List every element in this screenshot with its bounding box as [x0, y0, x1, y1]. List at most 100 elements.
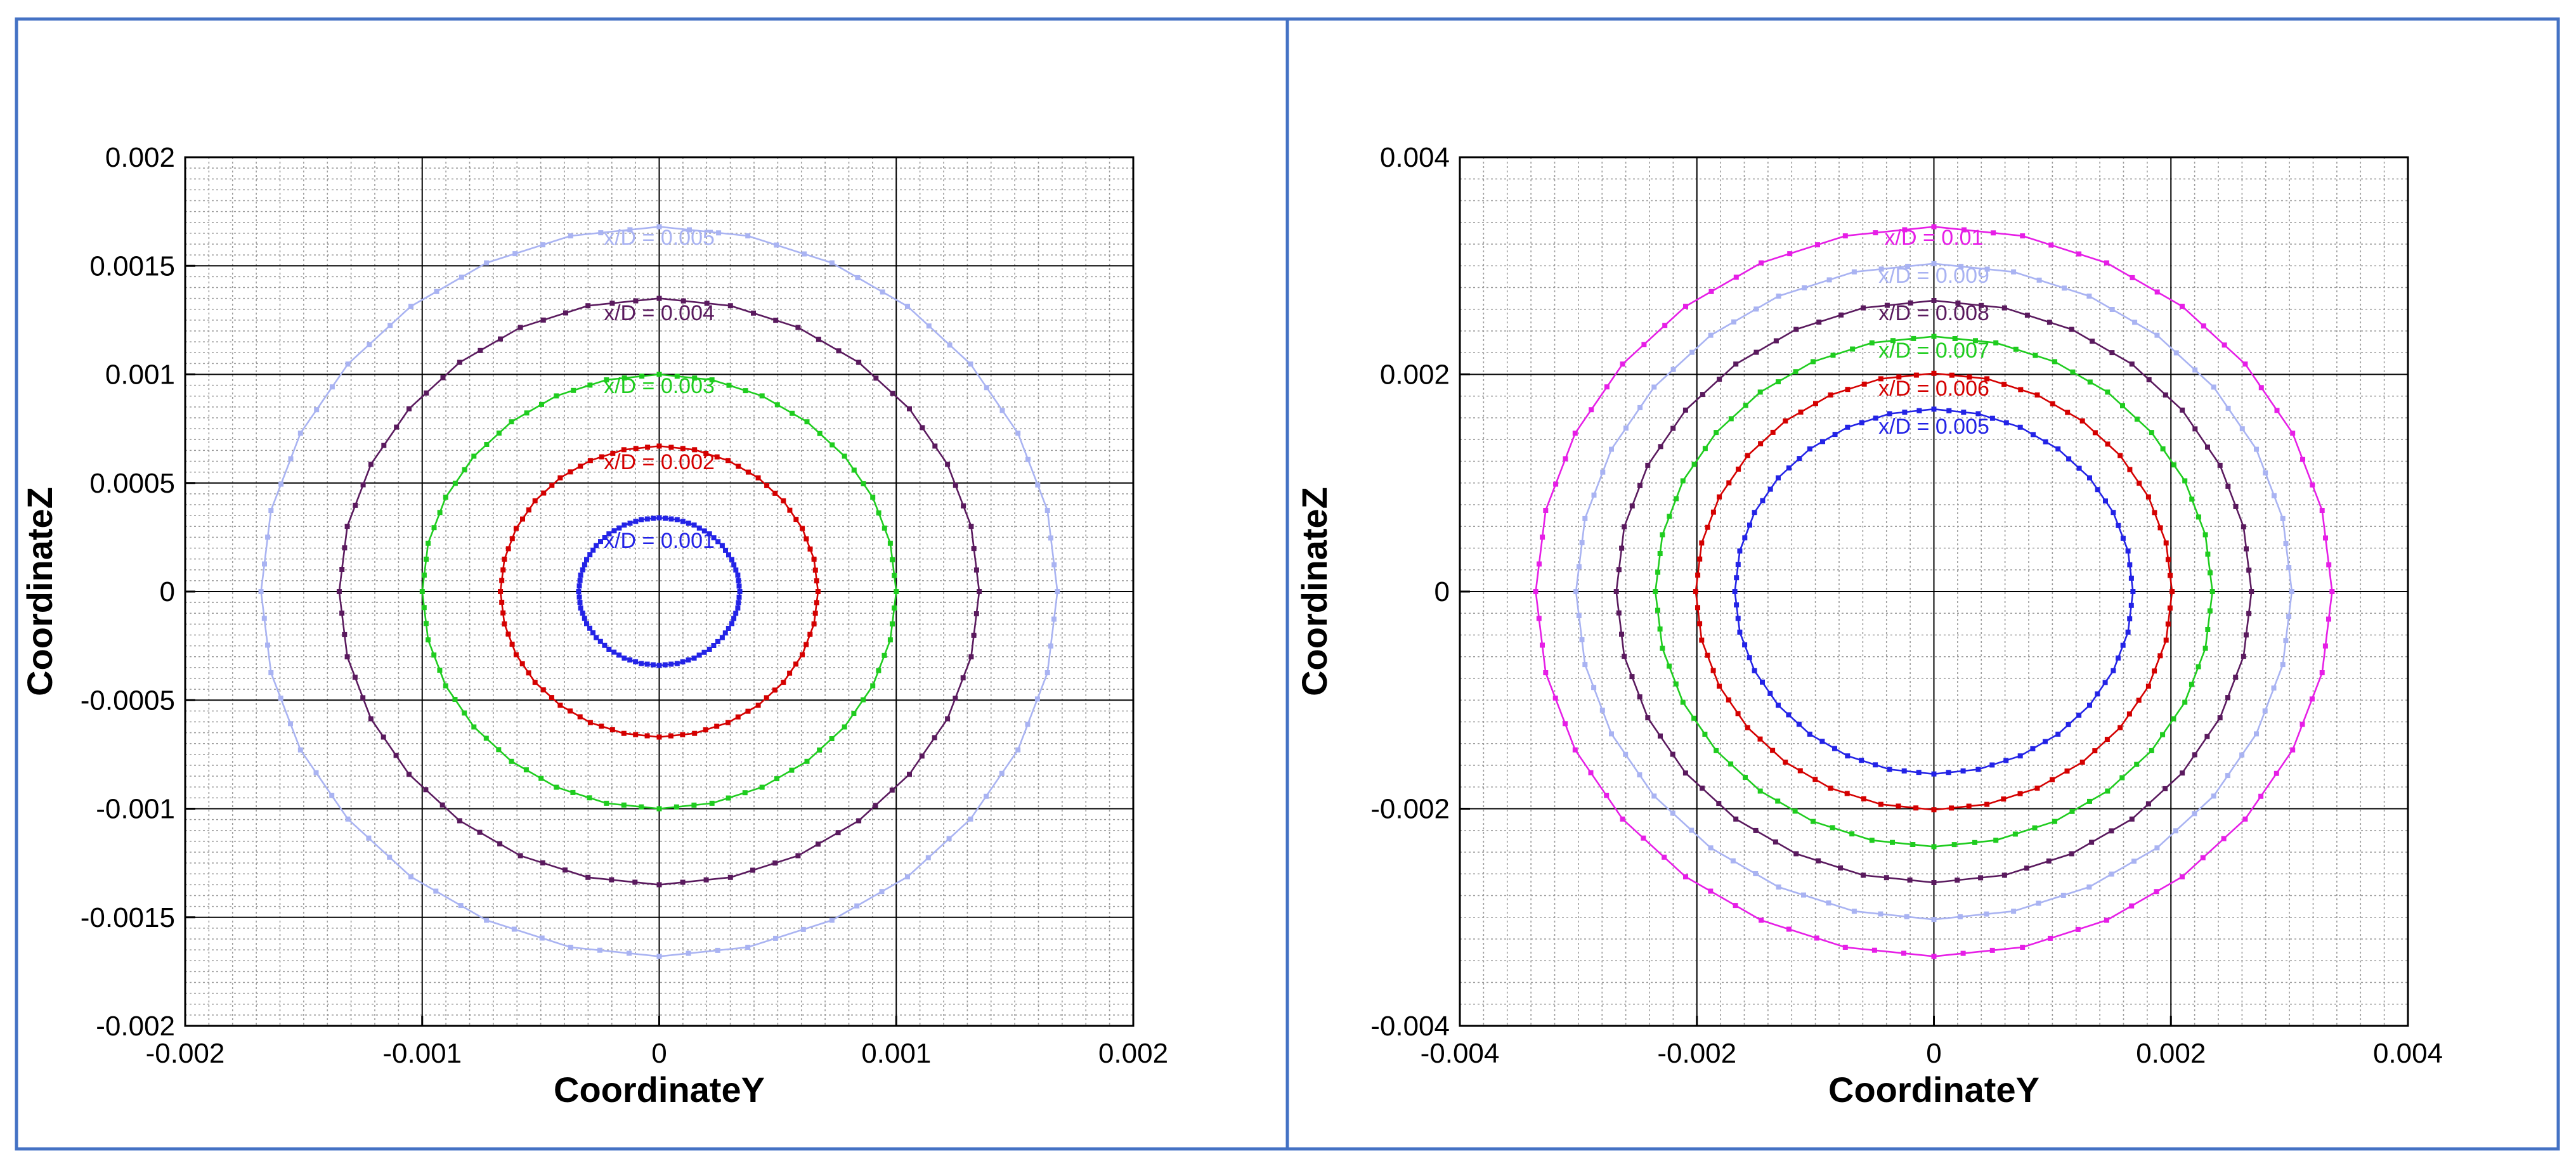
chart-0-x-axis-title: CoordinateY [554, 1070, 765, 1110]
chart-1-series-2-point [1629, 674, 1635, 680]
chart-0-series-4-point [723, 547, 728, 553]
chart-1-series-4-point [1710, 509, 1716, 515]
chart-1-series-0-point [2221, 836, 2227, 841]
chart-0-series-2-point [426, 637, 431, 643]
chart-1-series-1-point [1801, 892, 1806, 898]
chart-0-series-4-point [686, 521, 691, 526]
chart-1-series-5-point [2076, 712, 2082, 718]
chart-1-series-1-point [1904, 914, 1909, 919]
chart-1-series-2-point [2217, 715, 2223, 721]
chart-1-series-4-point [1984, 376, 1990, 382]
chart-0-series-4-point [639, 661, 644, 666]
chart-1-series-2-point [1884, 302, 1890, 308]
chart-0-series-4-point [651, 515, 656, 521]
chart-1-series-2-point [1955, 301, 1961, 306]
chart-1-series-0-point [2290, 747, 2296, 753]
chart-0-series-4-point [736, 578, 741, 583]
chart-1-series-3-point [2171, 716, 2176, 722]
chart-0-series-1-point [750, 867, 755, 873]
chart-0-series-1-point [772, 860, 778, 866]
chart-0-series-0-point [905, 304, 910, 309]
chart-1-series-1-point [1623, 425, 1629, 431]
chart-0-series-2-point [621, 802, 627, 808]
chart-1-series-3-point [1911, 335, 1916, 341]
chart-1-series-4-point [1699, 540, 1705, 546]
chart-0-series-1-point [932, 443, 938, 449]
chart-0-series-0-point [1048, 643, 1053, 649]
chart-1-series-4-point [2126, 711, 2132, 717]
chart-1-series-5-point [1737, 548, 1743, 554]
chart-1-series-0-point [1662, 323, 1668, 328]
chart-1-series-4-point [2079, 418, 2085, 424]
chart-1-series-5-point [1931, 406, 1937, 412]
chart-1-series-3-point [1776, 379, 1781, 385]
chart-1-series-4-point [1745, 453, 1750, 458]
chart-0-series-0-point [387, 323, 393, 328]
chart-1-series-3-point [1667, 514, 1672, 519]
chart-0-series-1-point [973, 611, 979, 616]
chart-0-series-0-point [1025, 722, 1031, 727]
chart-0-series-3-point [735, 714, 741, 720]
chart-1-series-1-point [1984, 266, 1990, 272]
chart-1-series-1-point [1582, 515, 1588, 521]
chart-0-series-2-point [484, 442, 490, 447]
chart-0-series-0-point [829, 917, 835, 923]
chart-0-series-3: x/D = 0.002 [498, 443, 821, 740]
chart-1-series-0: x/D = 0.01 [1533, 224, 2335, 959]
chart-1-series-4-point [1812, 777, 1818, 782]
chart-0-series-3-point [509, 536, 515, 541]
chart-0-series-1-point [961, 503, 966, 509]
chart-1-y-axis-title: CoordinateZ [1294, 487, 1334, 696]
chart-1-series-3-point [1743, 775, 1748, 780]
chart-1-series-1-point [1591, 685, 1597, 690]
chart-0-series-4-point [715, 539, 721, 545]
chart-0-series-1-point [585, 303, 591, 309]
chart-0-series-2-point [421, 573, 427, 578]
chart-0-series-1-point [773, 318, 779, 323]
chart-0-series-1-point [585, 874, 591, 880]
chart-0-series-4-point [725, 626, 731, 631]
chart-0-series-2-point [726, 382, 732, 388]
chart-1-series-5-point [2128, 575, 2134, 581]
chart-0-series-2-point [639, 804, 644, 810]
chart-1-series-2-point [1955, 878, 1960, 883]
chart-1-series-2-point [1883, 875, 1889, 881]
chart-0-series-2-point [571, 387, 576, 393]
chart-0-series-3-point [549, 695, 554, 701]
chart-1-series-3-point [1702, 732, 1708, 737]
chart-1-series-2-point [1816, 858, 1821, 864]
chart-0-series-4-point [639, 517, 644, 522]
chart-1-series-0-point [2104, 260, 2109, 266]
chart-0-series-1-point [816, 841, 821, 847]
chart-1-series-2-point [2090, 339, 2095, 344]
chart-0-series-4-point [729, 557, 734, 562]
chart-1-series-1-point [2289, 589, 2294, 594]
chart-0-series-4-point [733, 567, 739, 573]
chart-1-series-5-point [1767, 690, 1773, 696]
chart-1-series-1-point [2262, 708, 2268, 714]
chart-1-series-4-point [2145, 683, 2151, 689]
chart-1-series-5-point [2065, 722, 2071, 727]
chart-1-series-3-point [2134, 417, 2140, 422]
chart-0-series-2-point [587, 795, 592, 801]
chart-1-series-2-point [1682, 770, 1688, 776]
chart-1-series-5-point [1742, 642, 1748, 648]
chart-1-series-3-point [2069, 808, 2075, 814]
chart-0-series-0-point [261, 616, 267, 621]
chart-0-series-2-point [774, 402, 780, 408]
chart-0-series-1-point [680, 298, 686, 304]
chart-0-series-1-point [394, 424, 400, 430]
chart-0-series-3-point [811, 556, 817, 562]
chart-0-y-tick-label: 0 [160, 576, 175, 607]
chart-0-series-3-point [578, 463, 583, 469]
chart-1-series-2-point [2046, 858, 2052, 864]
chart-0-series-2-point [789, 767, 795, 773]
chart-0-series-4-point [680, 519, 686, 524]
chart-1-series-4-point [1844, 791, 1850, 796]
chart-1-series-4-point [2092, 748, 2098, 754]
chart-0-series-4-point [576, 589, 582, 594]
chart-1-series-5-point [1859, 758, 1864, 763]
chart-1-series-2-point [1645, 462, 1651, 468]
chart-0-series-4-point [606, 531, 612, 536]
